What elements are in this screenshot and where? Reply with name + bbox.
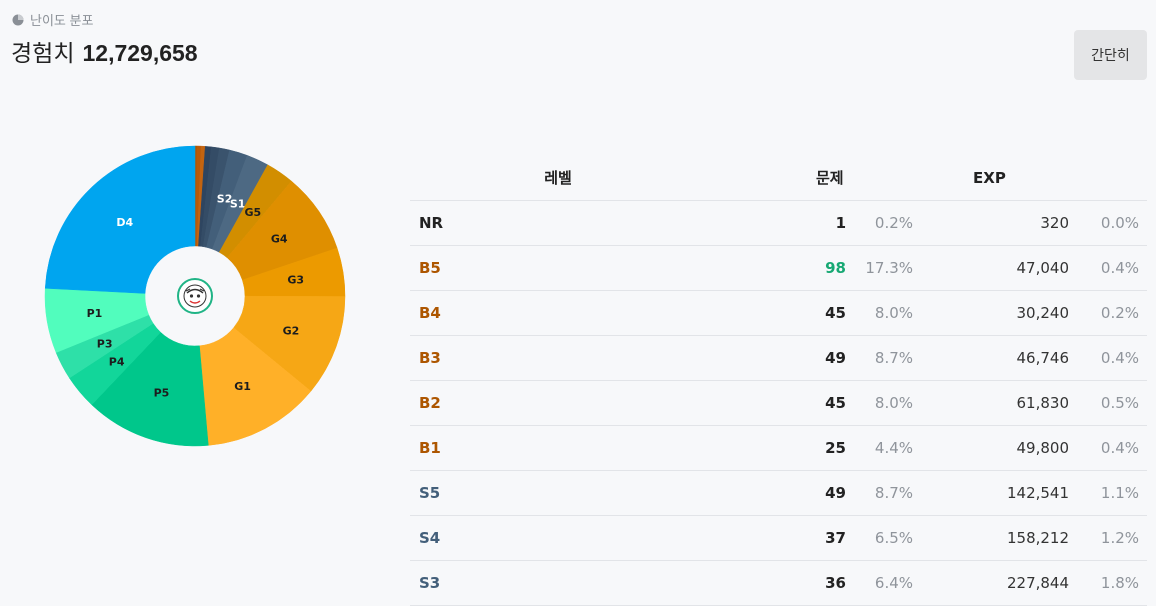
exp-percent-cell: 0.4% xyxy=(1069,425,1148,471)
exp-percent-cell: 0.4% xyxy=(1069,335,1148,381)
count-percent-cell: 6.4% xyxy=(846,560,922,606)
table-row[interactable]: B1 25 4.4% 49,800 0.4% xyxy=(410,425,1148,471)
level-cell: B1 xyxy=(410,425,706,471)
table-row[interactable]: B4 45 8.0% 30,240 0.2% xyxy=(410,290,1148,336)
table-row[interactable]: S4 37 6.5% 158,212 1.2% xyxy=(410,515,1148,561)
count-cell: 1 xyxy=(706,200,846,246)
count-percent-cell: 6.5% xyxy=(846,515,922,561)
count-cell: 45 xyxy=(706,290,846,336)
exp-cell: 61,830 xyxy=(921,380,1070,426)
count-percent-cell: 0.2% xyxy=(846,200,922,246)
exp-percent-cell: 1.1% xyxy=(1069,470,1148,516)
donut-label: S2 xyxy=(217,192,233,205)
count-cell: 25 xyxy=(706,425,846,471)
donut-label: P5 xyxy=(154,386,170,399)
difficulty-donut-chart: S2 S1 G5 G4 G3 G2 G1 P5 P4 P3 P1 D4 xyxy=(44,145,346,447)
count-cell: 37 xyxy=(706,515,846,561)
donut-label: P4 xyxy=(109,355,125,368)
exp-percent-cell: 0.5% xyxy=(1069,380,1148,426)
exp-cell: 320 xyxy=(921,200,1070,246)
count-percent-cell: 17.3% xyxy=(846,245,922,291)
table-row[interactable]: B2 45 8.0% 61,830 0.5% xyxy=(410,380,1148,426)
count-percent-cell: 8.0% xyxy=(846,290,922,336)
exp-percent-cell: 0.0% xyxy=(1069,200,1148,246)
exp-cell: 47,040 xyxy=(921,245,1070,291)
level-cell: B3 xyxy=(410,335,706,381)
header-count: 문제 xyxy=(706,155,922,201)
table-row[interactable]: NR 1 0.2% 320 0.0% xyxy=(410,200,1148,246)
section-title: 난이도 분포 xyxy=(30,13,94,28)
count-percent-cell: 8.0% xyxy=(846,380,922,426)
donut-segment-p5[interactable] xyxy=(91,331,209,447)
count-cell: 36 xyxy=(706,560,846,606)
header-level: 레벨 xyxy=(410,155,706,201)
donut-segment-d4[interactable] xyxy=(44,145,196,294)
level-cell: NR xyxy=(410,200,706,246)
exp-percent-cell: 1.8% xyxy=(1069,560,1148,606)
donut-label: P3 xyxy=(97,337,113,350)
donut-label: G5 xyxy=(244,206,261,219)
exp-percent-cell: 0.2% xyxy=(1069,290,1148,336)
count-percent-cell: 8.7% xyxy=(846,335,922,381)
donut-label: G2 xyxy=(283,325,300,338)
exp-cell: 142,541 xyxy=(921,470,1070,516)
donut-label: P1 xyxy=(87,307,103,320)
exp-percent-cell: 1.2% xyxy=(1069,515,1148,561)
exp-cell: 158,212 xyxy=(921,515,1070,561)
count-cell: 98 xyxy=(706,245,846,291)
count-cell: 45 xyxy=(706,380,846,426)
donut-label: G3 xyxy=(287,274,304,287)
level-cell: B4 xyxy=(410,290,706,336)
donut-label: D4 xyxy=(116,216,133,229)
count-percent-cell: 4.4% xyxy=(846,425,922,471)
table-row[interactable]: S5 49 8.7% 142,541 1.1% xyxy=(410,470,1148,516)
level-cell: S4 xyxy=(410,515,706,561)
donut-label: G4 xyxy=(271,233,288,246)
level-cell: B2 xyxy=(410,380,706,426)
user-avatar-icon xyxy=(177,278,213,314)
table-row[interactable]: B5 98 17.3% 47,040 0.4% xyxy=(410,245,1148,291)
exp-percent-cell: 0.4% xyxy=(1069,245,1148,291)
donut-label: S1 xyxy=(230,197,246,210)
pie-chart-icon xyxy=(12,14,24,25)
count-cell: 49 xyxy=(706,470,846,516)
table-row[interactable]: S3 36 6.4% 227,844 1.8% xyxy=(410,560,1148,606)
exp-value: 12,729,658 xyxy=(82,40,198,66)
level-cell: B5 xyxy=(410,245,706,291)
exp-cell: 49,800 xyxy=(921,425,1070,471)
section-header: 난이도 분포 xyxy=(12,10,93,29)
donut-segment-g2[interactable] xyxy=(233,295,346,392)
count-cell: 49 xyxy=(706,335,846,381)
exp-cell: 30,240 xyxy=(921,290,1070,336)
exp-cell: 46,746 xyxy=(921,335,1070,381)
level-cell: S3 xyxy=(410,560,706,606)
level-cell: S5 xyxy=(410,470,706,516)
compact-toggle-button[interactable]: 간단히 xyxy=(1074,30,1147,80)
table-header-row: 레벨 문제 EXP xyxy=(410,155,1148,201)
avatar-glyph xyxy=(183,284,207,308)
exp-summary: 경험치 12,729,658 xyxy=(11,34,198,68)
donut-segment-g1[interactable] xyxy=(199,327,312,446)
exp-cell: 227,844 xyxy=(921,560,1070,606)
header-exp: EXP xyxy=(921,155,1148,201)
level-distribution-table: 레벨 문제 EXP NR 1 0.2% 320 0.0% B5 98 17.3% 47,040 0… xyxy=(410,155,1148,606)
count-percent-cell: 8.7% xyxy=(846,470,922,516)
donut-label: G1 xyxy=(234,380,251,393)
exp-label: 경험치 xyxy=(11,40,75,66)
table-row[interactable]: B3 49 8.7% 46,746 0.4% xyxy=(410,335,1148,381)
